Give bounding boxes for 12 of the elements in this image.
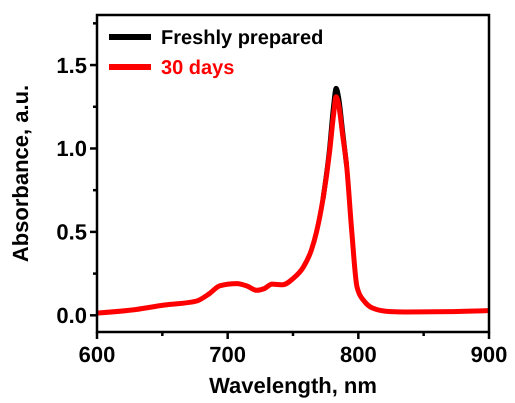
x-tick-label: 600 (78, 342, 116, 367)
y-tick-label: 0.0 (56, 303, 87, 328)
x-axis-title: Wavelength, nm (209, 373, 377, 398)
legend-label: 30 days (161, 57, 234, 79)
y-tick-label: 1.5 (56, 52, 87, 78)
x-tick-label: 800 (340, 342, 377, 367)
y-axis-title: Absorbance, a.u. (8, 84, 33, 262)
x-tick-label: 900 (470, 342, 508, 367)
y-tick-label: 0.5 (56, 220, 87, 245)
x-tick-label: 700 (209, 342, 246, 367)
legend-label: Freshly prepared (161, 27, 324, 49)
y-tick-label: 1.0 (56, 136, 87, 162)
